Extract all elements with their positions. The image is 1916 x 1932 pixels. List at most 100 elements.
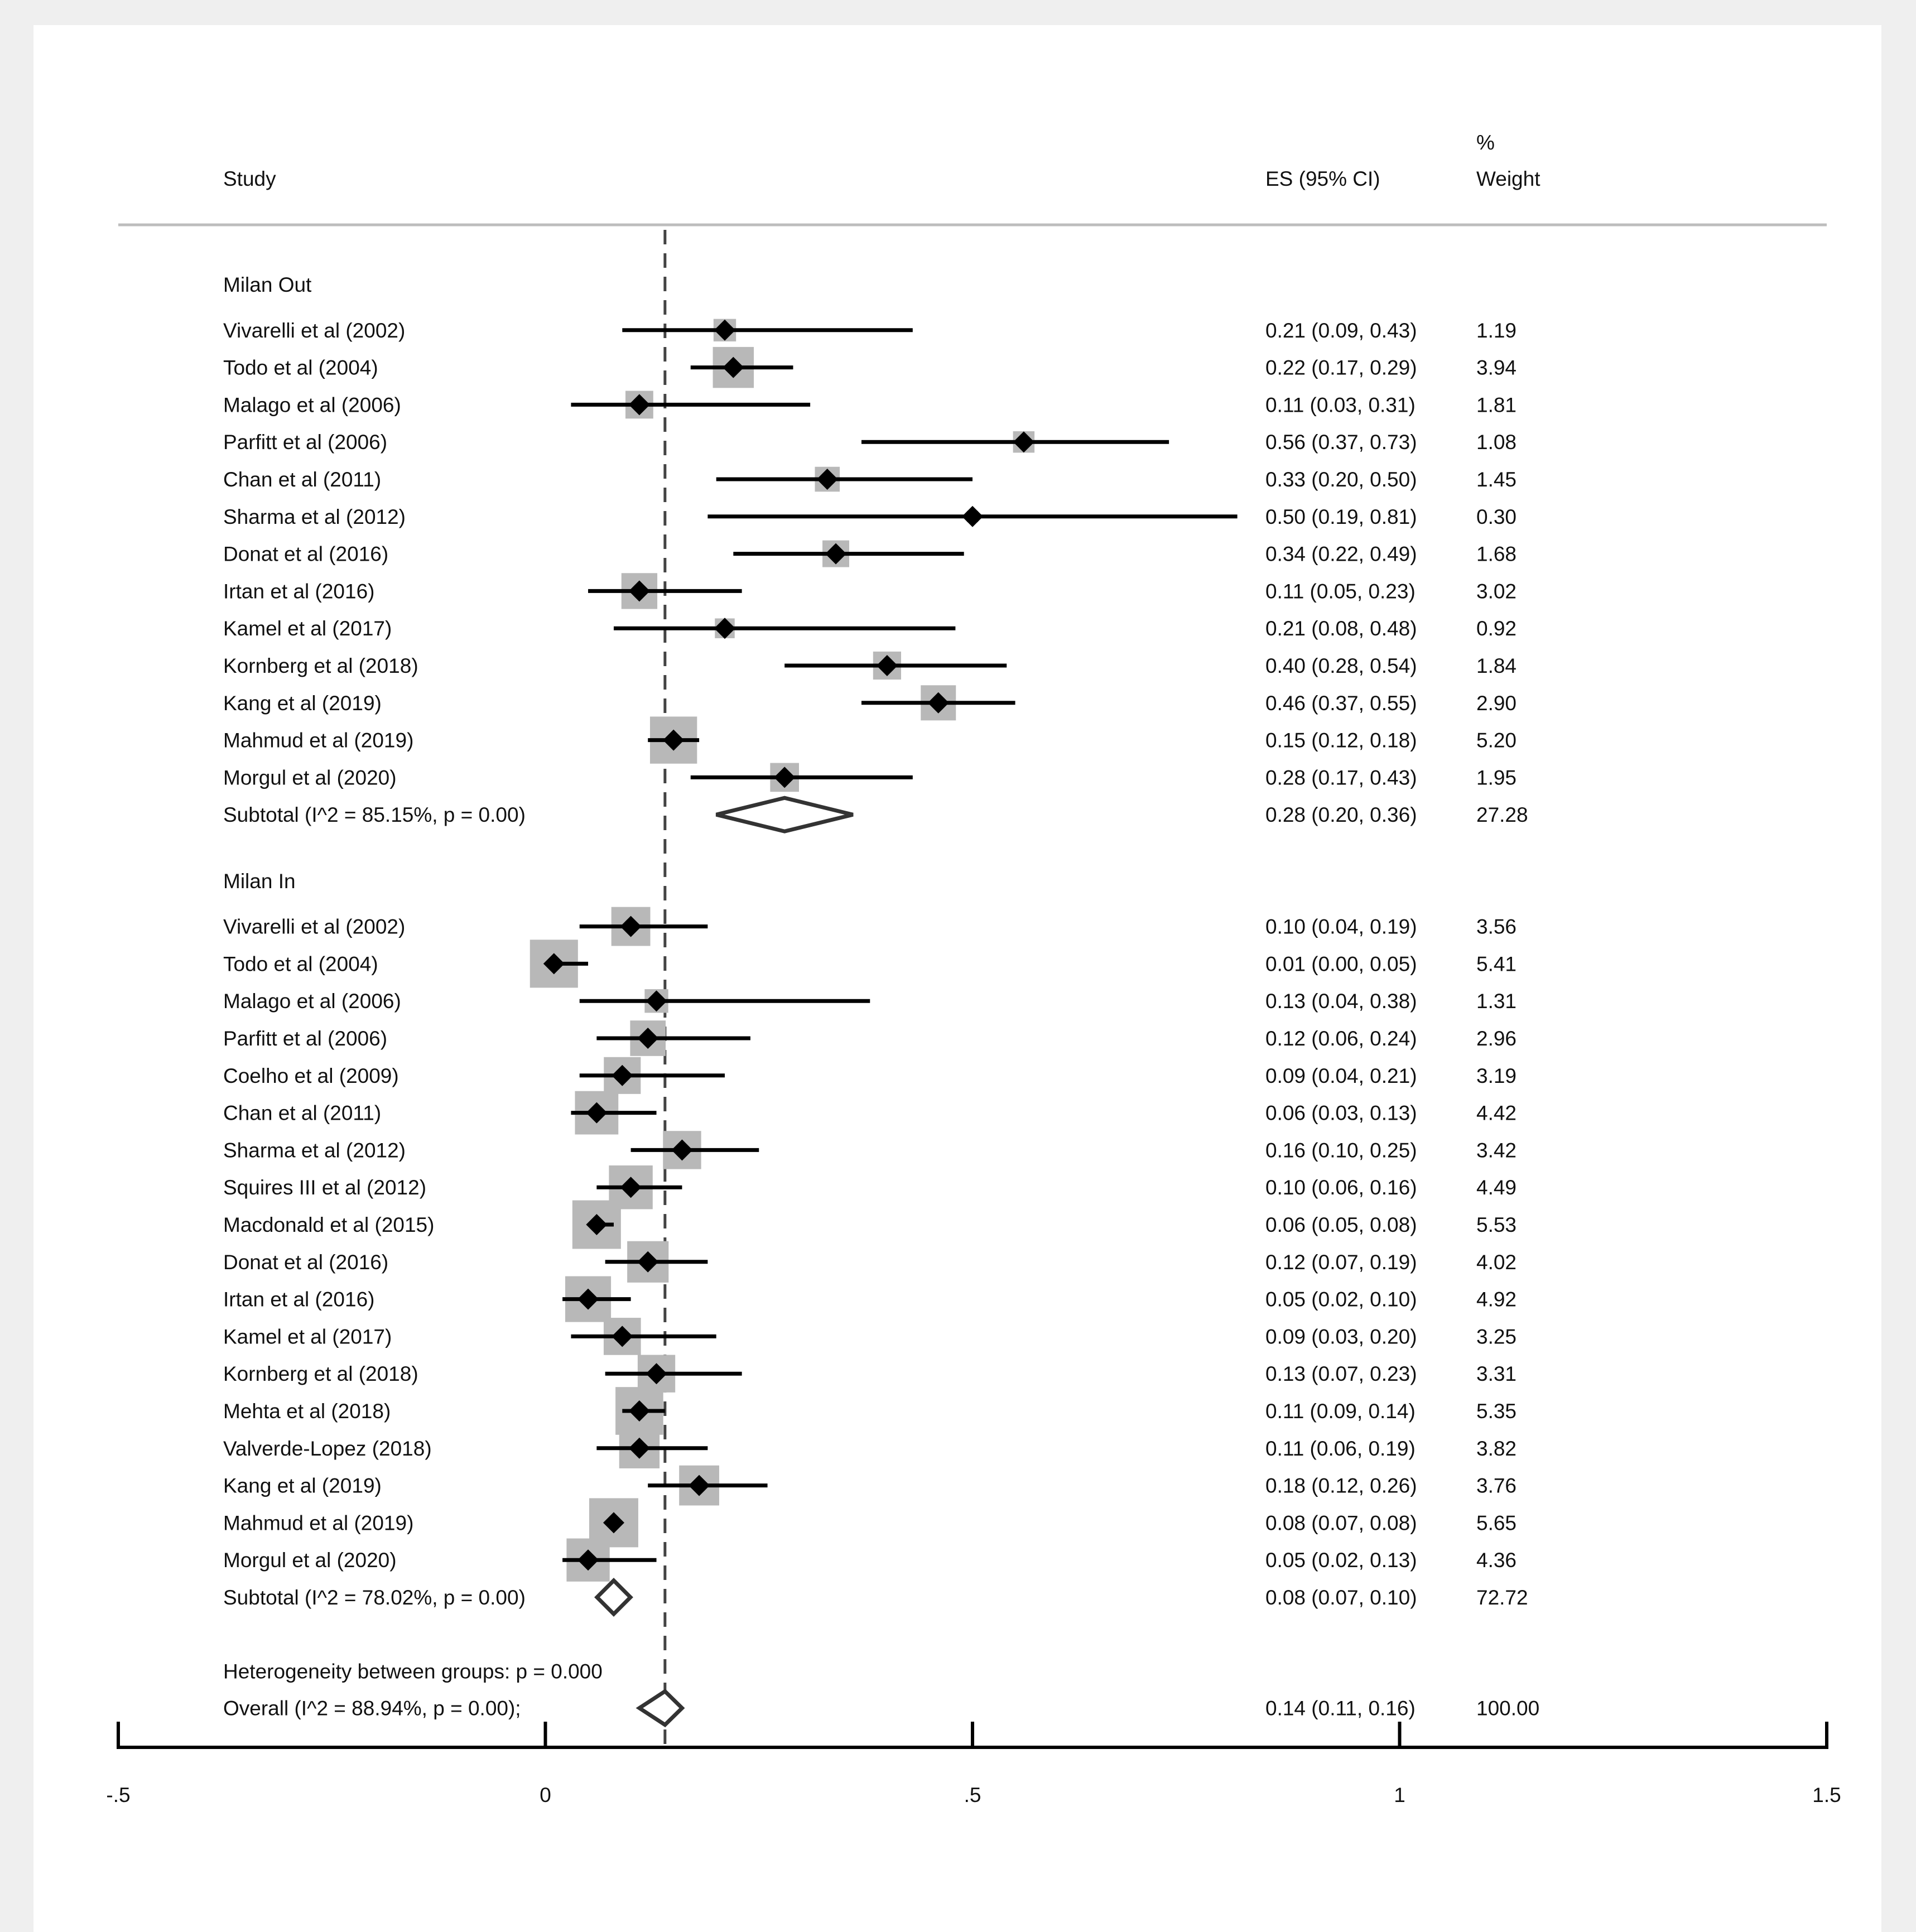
study-row: Mehta et al (2018) 0.11 (0.09, 0.14) 5.35 bbox=[223, 1387, 1517, 1435]
plot-panel bbox=[33, 25, 1881, 1932]
effect-size-ci: 0.06 (0.05, 0.08) bbox=[1265, 1213, 1417, 1236]
study-weight: 0.92 bbox=[1476, 617, 1517, 640]
study-label: Sharma et al (2012) bbox=[223, 505, 406, 528]
study-label: Mahmud et al (2019) bbox=[223, 729, 413, 752]
study-rows: Milan Out Vivarelli et al (2002) 0.21 (0.0… bbox=[223, 273, 1539, 1728]
effect-size-ci: 0.08 (0.07, 0.08) bbox=[1265, 1511, 1417, 1534]
effect-size-ci: 0.21 (0.08, 0.48) bbox=[1265, 617, 1417, 640]
study-label: Parfitt et al (2006) bbox=[223, 431, 387, 454]
point-estimate bbox=[637, 1028, 659, 1049]
subtotal-diamond bbox=[715, 796, 854, 833]
study-label: Donat et al (2016) bbox=[223, 1251, 388, 1274]
study-weight: 0.30 bbox=[1476, 505, 1517, 528]
study-row: Kornberg et al (2018) 0.40 (0.28, 0.54) 1.… bbox=[223, 651, 1517, 680]
heterogeneity-text: Heterogeneity between groups: p = 0.000 bbox=[223, 1660, 603, 1683]
study-weight: 5.20 bbox=[1476, 729, 1517, 752]
study-label: Irtan et al (2016) bbox=[223, 1288, 374, 1311]
study-row: Donat et al (2016) 0.12 (0.07, 0.19) 4.02 bbox=[223, 1241, 1517, 1283]
effect-size-ci: 0.18 (0.12, 0.26) bbox=[1265, 1475, 1417, 1497]
effect-size-ci: 0.13 (0.07, 0.23) bbox=[1265, 1362, 1417, 1385]
study-weight: 1.81 bbox=[1476, 393, 1517, 416]
study-label: Vivarelli et al (2002) bbox=[223, 916, 405, 938]
study-row: Vivarelli et al (2002) 0.10 (0.04, 0.19) 3… bbox=[223, 907, 1517, 946]
study-weight: 5.41 bbox=[1476, 952, 1517, 975]
point-estimate bbox=[646, 990, 667, 1012]
subtotal-label: Subtotal (I^2 = 78.02%, p = 0.00) bbox=[223, 1586, 526, 1609]
study-row: Kamel et al (2017) 0.09 (0.03, 0.20) 3.25 bbox=[223, 1318, 1517, 1355]
study-weight: 3.56 bbox=[1476, 916, 1517, 938]
study-label: Kornberg et al (2018) bbox=[223, 1362, 418, 1385]
effect-size-ci: 0.12 (0.07, 0.19) bbox=[1265, 1251, 1417, 1274]
point-estimate bbox=[962, 505, 983, 527]
table-header: Study ES (95% CI) % Weight bbox=[118, 131, 1827, 227]
study-column-header: Study bbox=[223, 167, 276, 190]
subtotal-effect-size-ci: 0.28 (0.20, 0.36) bbox=[1265, 803, 1417, 826]
study-row: Malago et al (2006) 0.13 (0.04, 0.38) 1.31 bbox=[223, 989, 1517, 1013]
study-label: Valverde-Lopez (2018) bbox=[223, 1437, 432, 1460]
point-estimate bbox=[825, 543, 847, 565]
point-estimate bbox=[689, 1475, 710, 1496]
point-estimate bbox=[876, 655, 898, 676]
study-row: Morgul et al (2020) 0.05 (0.02, 0.13) 4.36 bbox=[223, 1538, 1517, 1582]
effect-size-ci: 0.13 (0.04, 0.38) bbox=[1265, 990, 1417, 1013]
weight-column-header: Weight bbox=[1476, 167, 1540, 190]
effect-size-ci: 0.11 (0.03, 0.31) bbox=[1265, 393, 1416, 416]
study-weight: 3.19 bbox=[1476, 1064, 1517, 1087]
study-weight: 5.35 bbox=[1476, 1400, 1517, 1423]
effect-size-ci: 0.16 (0.10, 0.25) bbox=[1265, 1139, 1417, 1162]
point-estimate bbox=[628, 394, 650, 416]
study-weight: 3.31 bbox=[1476, 1362, 1517, 1385]
subtotal-weight: 72.72 bbox=[1476, 1586, 1528, 1609]
point-estimate bbox=[586, 1214, 608, 1235]
study-row: Parfitt et al (2006) 0.12 (0.06, 0.24) 2.9… bbox=[223, 1020, 1517, 1056]
overall-effect-size-ci: 0.14 (0.11, 0.16) bbox=[1265, 1697, 1416, 1720]
effect-size-ci: 0.10 (0.04, 0.19) bbox=[1265, 916, 1417, 938]
effect-size-ci: 0.11 (0.06, 0.19) bbox=[1265, 1437, 1416, 1460]
effect-size-ci: 0.46 (0.37, 0.55) bbox=[1265, 692, 1417, 715]
study-label: Chan et al (2011) bbox=[223, 1102, 381, 1125]
point-estimate bbox=[663, 729, 685, 751]
study-label: Parfitt et al (2006) bbox=[223, 1027, 387, 1050]
point-estimate bbox=[577, 1288, 599, 1310]
subtotal-weight: 27.28 bbox=[1476, 803, 1528, 826]
study-label: Malago et al (2006) bbox=[223, 393, 401, 416]
study-weight: 5.65 bbox=[1476, 1511, 1517, 1534]
study-row: Sharma et al (2012) 0.50 (0.19, 0.81) 0.30 bbox=[223, 505, 1517, 528]
study-row: Mahmud et al (2019) 0.15 (0.12, 0.18) 5.20 bbox=[223, 716, 1517, 764]
study-weight: 1.31 bbox=[1476, 990, 1517, 1013]
study-weight: 1.95 bbox=[1476, 766, 1517, 789]
study-label: Coelho et al (2009) bbox=[223, 1064, 399, 1087]
study-label: Squires III et al (2012) bbox=[223, 1176, 426, 1199]
study-row: Malago et al (2006) 0.11 (0.03, 0.31) 1.81 bbox=[223, 391, 1517, 419]
effect-size-ci: 0.33 (0.20, 0.50) bbox=[1265, 468, 1417, 491]
point-estimate bbox=[612, 1064, 633, 1086]
study-weight: 4.42 bbox=[1476, 1102, 1517, 1125]
point-estimate bbox=[927, 692, 949, 714]
effect-size-ci: 0.10 (0.06, 0.16) bbox=[1265, 1176, 1417, 1199]
subtotal-row: Subtotal (I^2 = 78.02%, p = 0.00) 0.08 (0… bbox=[223, 1578, 1528, 1617]
x-tick-label: -.5 bbox=[106, 1784, 130, 1806]
study-row: Vivarelli et al (2002) 0.21 (0.09, 0.43) 1… bbox=[223, 319, 1517, 342]
point-estimate bbox=[577, 1549, 599, 1571]
point-estimate bbox=[586, 1102, 608, 1124]
study-row: Kamel et al (2017) 0.21 (0.08, 0.48) 0.92 bbox=[223, 617, 1517, 640]
point-estimate bbox=[628, 1400, 650, 1422]
study-label: Sharma et al (2012) bbox=[223, 1139, 406, 1162]
x-tick-label: .5 bbox=[964, 1784, 981, 1806]
group-label: Milan Out bbox=[223, 273, 312, 296]
study-label: Chan et al (2011) bbox=[223, 468, 381, 491]
subtotal-effect-size-ci: 0.08 (0.07, 0.10) bbox=[1265, 1586, 1417, 1609]
point-estimate bbox=[646, 1363, 667, 1385]
x-tick-label: 0 bbox=[540, 1784, 551, 1806]
point-estimate bbox=[628, 580, 650, 602]
study-weight: 1.68 bbox=[1476, 543, 1517, 566]
study-weight: 1.19 bbox=[1476, 319, 1517, 342]
study-weight: 4.02 bbox=[1476, 1251, 1517, 1274]
study-row: Donat et al (2016) 0.34 (0.22, 0.49) 1.68 bbox=[223, 540, 1517, 567]
point-estimate bbox=[620, 916, 642, 937]
study-weight: 3.02 bbox=[1476, 580, 1517, 603]
study-label: Mehta et al (2018) bbox=[223, 1400, 391, 1423]
study-label: Malago et al (2006) bbox=[223, 990, 401, 1013]
effect-size-ci: 0.28 (0.17, 0.43) bbox=[1265, 766, 1417, 789]
